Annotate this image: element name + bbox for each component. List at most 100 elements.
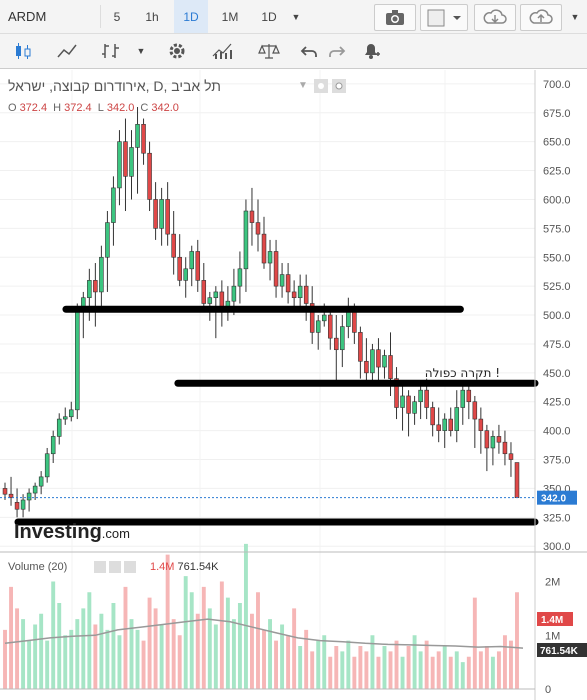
cloud-upload-icon[interactable]	[520, 4, 562, 31]
chevron-down-icon[interactable]: ▼	[570, 11, 580, 22]
candle-body	[406, 395, 411, 414]
candle-body	[237, 268, 243, 287]
volume-bar	[424, 640, 429, 689]
low-value: 342.0	[106, 102, 135, 114]
volume-bar	[183, 576, 188, 689]
volume-bar	[45, 640, 50, 689]
candle-body	[442, 418, 447, 431]
candle-body	[424, 389, 429, 408]
interval-5[interactable]: 5	[113, 9, 121, 24]
candle-body	[436, 424, 441, 431]
candle-body	[231, 285, 237, 302]
volume-bar	[165, 554, 170, 689]
volume-bar	[57, 603, 62, 689]
camera-icon[interactable]	[374, 4, 416, 31]
volume-bar	[286, 635, 291, 689]
alert-icon[interactable]	[354, 38, 388, 63]
candle-body	[321, 314, 327, 322]
volume-bar	[27, 640, 32, 689]
volume-bar	[9, 586, 13, 689]
volume-ma-line	[4, 618, 524, 649]
candle-body	[8, 493, 14, 498]
volume-bar	[111, 603, 116, 689]
candle-body	[430, 407, 435, 426]
candle-body	[165, 199, 170, 235]
candle-body	[249, 210, 255, 223]
redo-icon[interactable]	[324, 38, 350, 63]
candle-body	[267, 251, 273, 264]
volume-bar	[225, 597, 230, 689]
candle-body	[14, 501, 20, 510]
volume-label: Volume (20)	[8, 561, 68, 573]
volume-tick-label: 1M	[545, 630, 560, 642]
interval-dropdown[interactable]: 1D	[261, 9, 277, 24]
candle-body	[189, 251, 194, 270]
chevron-down-icon[interactable]: ▼	[136, 46, 146, 56]
candle-body	[56, 418, 62, 437]
color-picker-icon[interactable]	[420, 4, 468, 31]
volume-tick-label: 2M	[545, 577, 560, 589]
volume-bar	[406, 646, 411, 689]
price-tick-label: 300.0	[543, 541, 571, 553]
chevron-down-icon[interactable]: ▼	[291, 11, 301, 22]
volume-bar	[63, 635, 68, 689]
volume-bar	[418, 651, 423, 689]
volume-bar	[268, 619, 272, 689]
candle-body	[50, 436, 56, 455]
undo-icon[interactable]	[296, 38, 322, 63]
cloud-download-icon[interactable]	[474, 4, 516, 31]
candle-body	[466, 389, 472, 403]
symbol-input[interactable]: ARDM	[8, 9, 47, 24]
volume-bar	[81, 608, 86, 689]
price-tick-label: 650.0	[543, 137, 571, 149]
scale-icon[interactable]	[250, 38, 288, 63]
volume-bar	[15, 608, 20, 689]
candle-body	[285, 274, 291, 293]
volume-bar	[237, 603, 242, 689]
volume-bar	[243, 543, 248, 689]
price-tick-label: 525.0	[543, 281, 571, 293]
volume-bar	[219, 581, 224, 689]
volume-bar	[159, 624, 164, 689]
compare-icon[interactable]	[204, 38, 242, 63]
candle-body	[328, 314, 333, 339]
volume-settings-icons[interactable]	[94, 561, 144, 576]
settings-icons[interactable]	[314, 79, 350, 96]
volume-values: 1.4M 761.54K	[150, 561, 219, 573]
vol-tag-1: 1.4M	[541, 615, 563, 626]
volume-bar	[201, 586, 206, 689]
volume-bar	[250, 613, 254, 689]
volume-bar	[358, 646, 363, 689]
candle-body	[261, 233, 267, 264]
candles-icon[interactable]	[4, 38, 42, 63]
vol-tag-2: 761.54K	[540, 646, 579, 657]
chevron-down-icon[interactable]: ▼	[298, 80, 308, 91]
price-tick-label: 600.0	[543, 194, 571, 206]
indicators-icon[interactable]	[92, 38, 130, 63]
interval-1m[interactable]: 1M	[221, 9, 239, 24]
volume-bar	[304, 629, 309, 689]
volume-bar	[502, 635, 507, 689]
gear-icon[interactable]	[158, 38, 196, 63]
volume-bar	[39, 613, 44, 689]
line-chart-icon[interactable]	[48, 38, 86, 63]
candle-body	[514, 462, 520, 498]
toolbar-divider	[100, 5, 101, 28]
volume-bar	[490, 656, 495, 689]
vol-tag-1-bg	[537, 612, 573, 626]
price-tick-label: 550.0	[543, 252, 571, 264]
price-tick-label: 700.0	[543, 79, 571, 91]
volume-bar	[292, 608, 297, 689]
volume-axis: 0 1M 2M	[545, 577, 560, 697]
interval-1d[interactable]: 1D	[174, 0, 208, 33]
volume-series	[3, 543, 519, 689]
volume-bar	[177, 635, 182, 689]
candle-body	[117, 141, 122, 189]
volume-bar	[195, 613, 200, 689]
volume-bar	[430, 656, 435, 689]
interval-1h[interactable]: 1h	[145, 9, 159, 24]
volume-bar	[478, 651, 483, 689]
candle-body	[207, 297, 213, 304]
vol-tag-2-bg	[537, 643, 587, 657]
